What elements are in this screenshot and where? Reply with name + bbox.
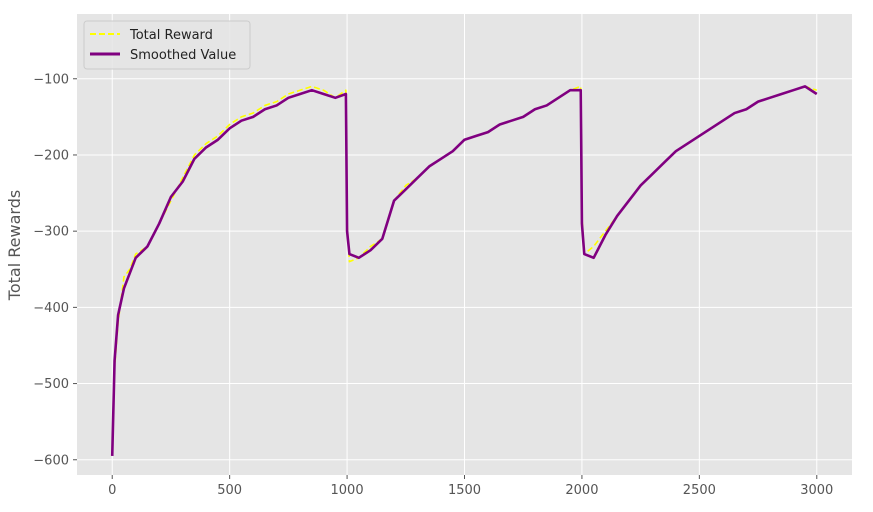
x-tick-label: 3000 — [800, 483, 833, 498]
x-tick-label: 0 — [108, 483, 116, 498]
grid-lines — [77, 14, 852, 475]
x-tick-label: 2500 — [683, 483, 716, 498]
y-tick-label: −200 — [33, 148, 69, 163]
y-tick-label: −300 — [33, 225, 69, 240]
x-tick-label: 2000 — [565, 483, 598, 498]
series-layer — [110, 85, 818, 456]
y-tick-label: −500 — [33, 377, 69, 392]
legend-label-smoothed-value: Smoothed Value — [130, 48, 236, 63]
tick-layer: 0 500 1000 1500 2000 2500 3000 −600 −500 −400 −300… — [33, 72, 833, 498]
x-tick-label: 1000 — [331, 483, 364, 498]
y-axis-label: Total Rewards — [5, 190, 24, 301]
y-tick-label: −400 — [33, 301, 69, 316]
series-line-smoothed-value — [110, 85, 818, 456]
y-tick-label: −100 — [33, 72, 69, 87]
y-tick-label: −600 — [33, 453, 69, 468]
legend-label-total-reward: Total Reward — [129, 28, 213, 43]
x-tick-label: 1500 — [448, 483, 481, 498]
x-tick-label: 500 — [217, 483, 242, 498]
legend-box — [83, 20, 251, 70]
legend: Total Reward Smoothed Value — [83, 20, 251, 70]
